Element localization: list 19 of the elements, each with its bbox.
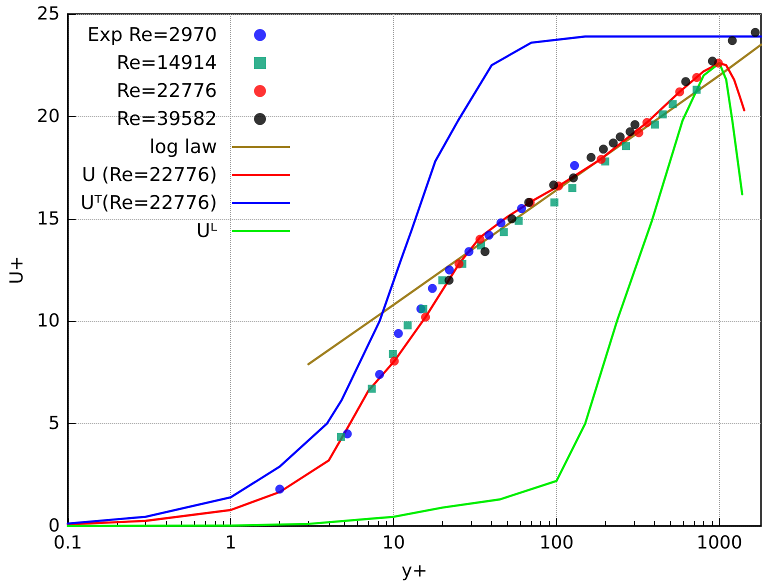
y-tick-label: 15 [36, 208, 60, 230]
y-tick-label: 25 [36, 4, 60, 24]
legend-label: Exp Re=2970 [87, 24, 217, 46]
y-tick-label: 5 [48, 413, 60, 434]
legend-label: Re=22776 [116, 80, 217, 102]
legend-label: Uᵀ(Re=22776) [80, 192, 217, 214]
y-tick-label: 10 [36, 310, 60, 332]
legend-label: Re=14914 [116, 52, 217, 74]
x-tick-label: 1 [224, 532, 236, 554]
legend-label: Uᴸ [196, 220, 218, 242]
legend-label: log law [150, 136, 217, 158]
legend-label: U (Re=22776) [82, 164, 217, 186]
x-axis-title: y+ [402, 560, 428, 582]
y-tick-label: 20 [36, 106, 60, 127]
y-axis-title: U+ [6, 256, 28, 284]
x-tick-label: 100 [539, 532, 574, 554]
legend-label: Re=39582 [116, 108, 217, 130]
x-tick-label: 1000 [696, 532, 742, 554]
x-tick-label: 10 [382, 532, 406, 554]
